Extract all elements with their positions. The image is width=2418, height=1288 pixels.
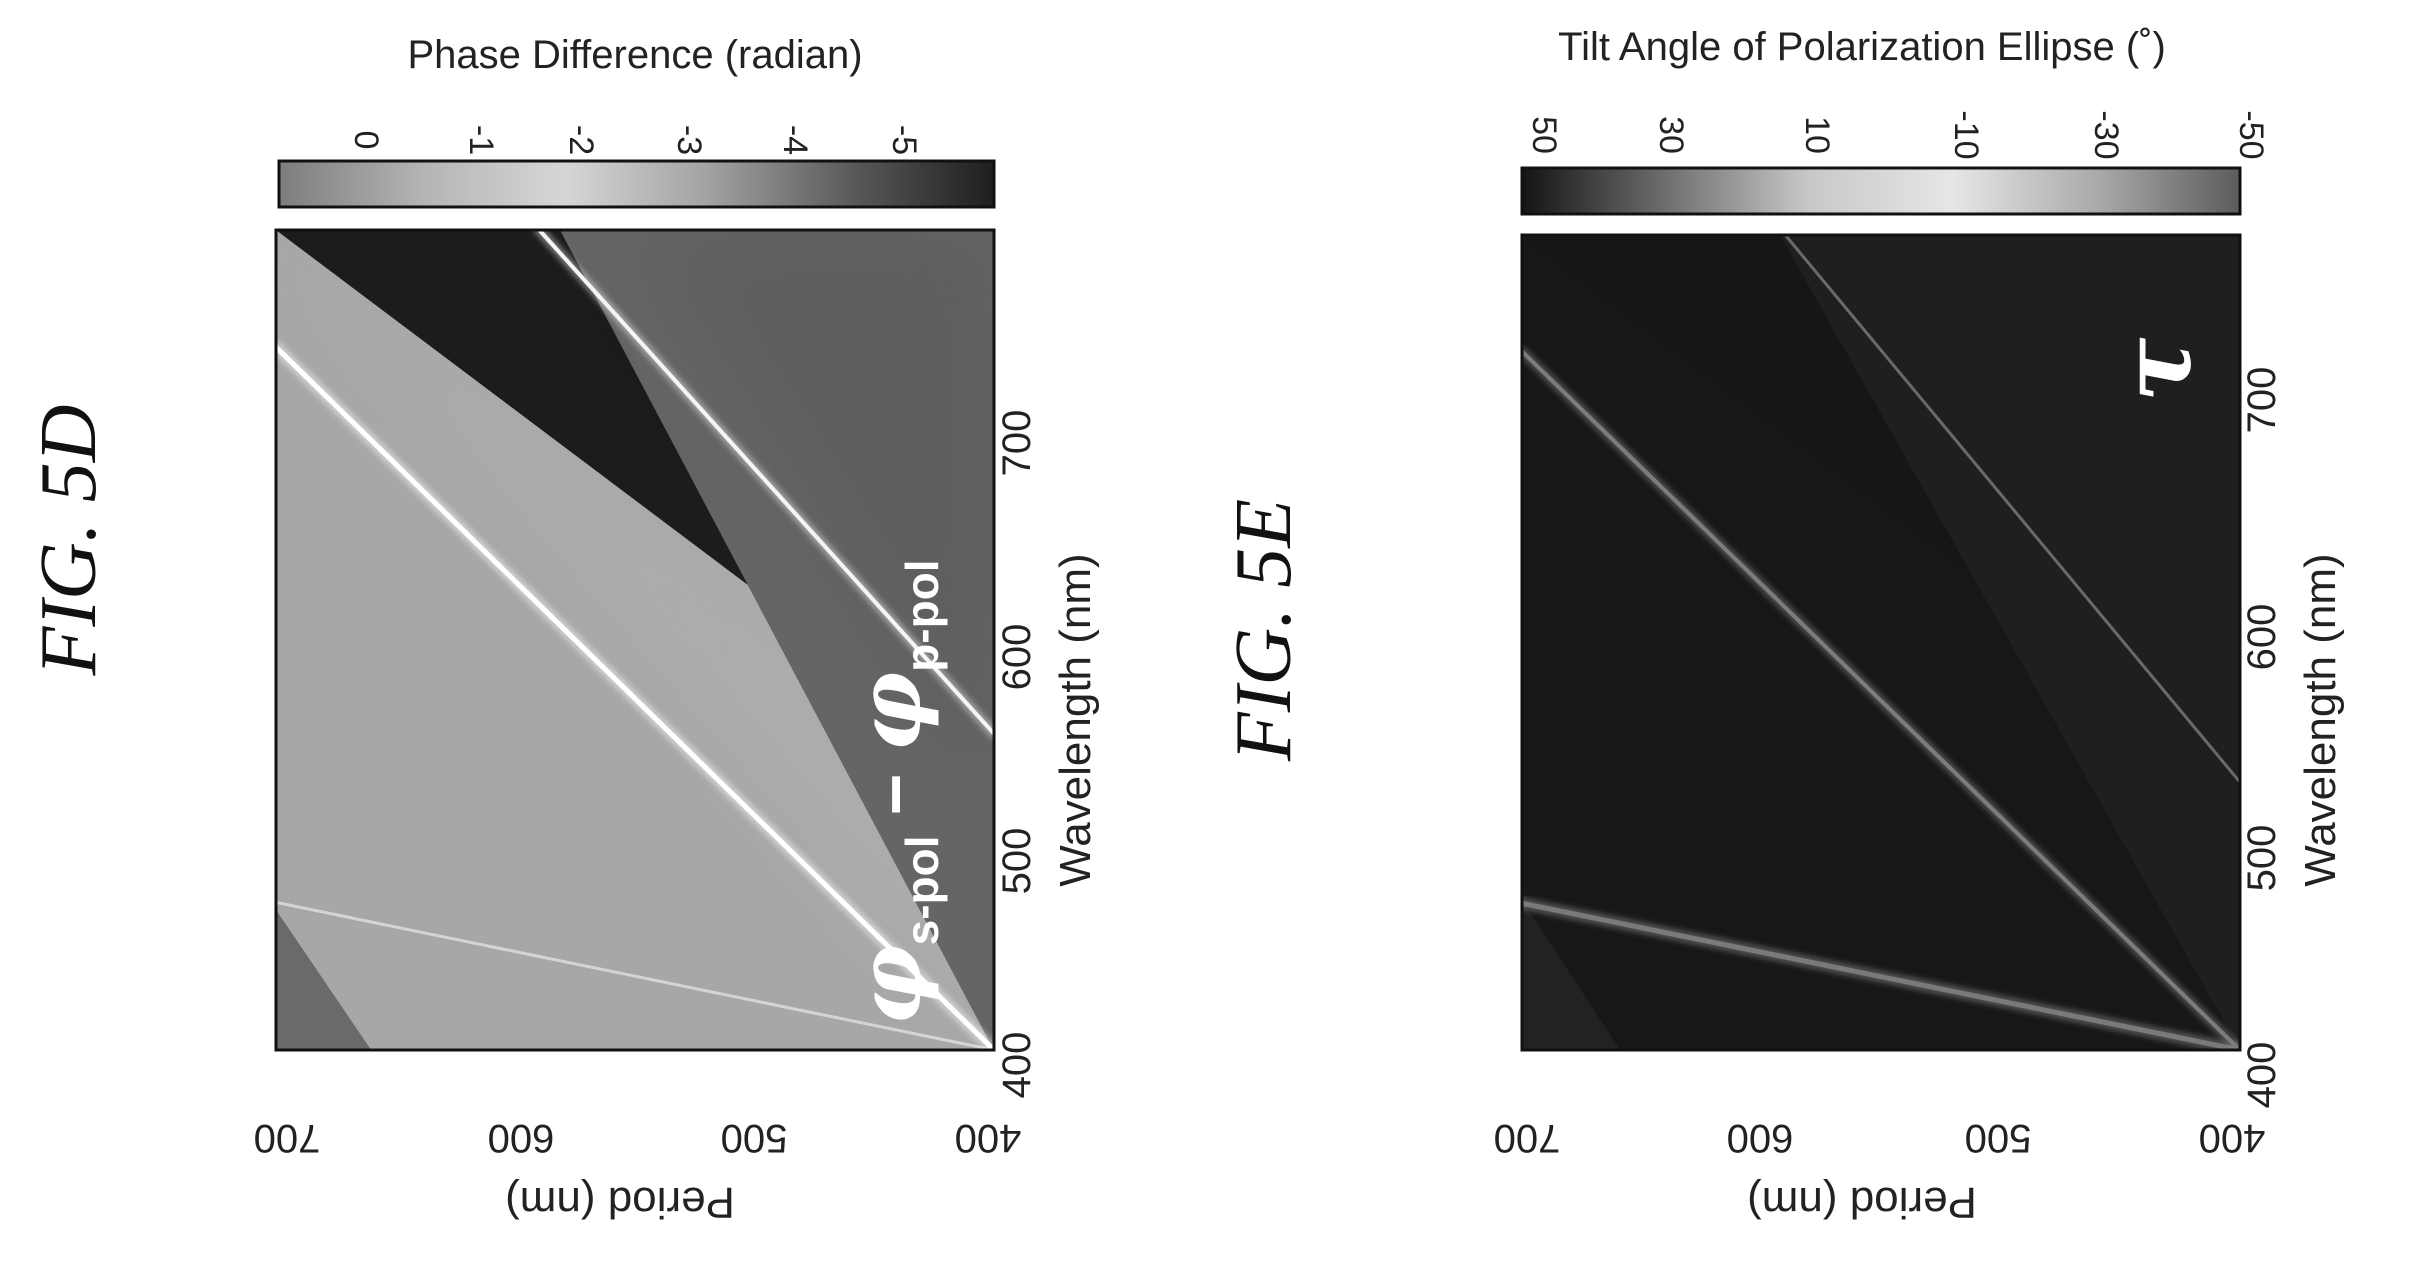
fig-5e-label: FIG. 5E [1220,499,1308,762]
anomaly-line-5d-middle [276,344,994,1050]
y-tick-5e-600: 600 [1727,1116,1794,1160]
x-tick-5d-700: 700 [995,410,1039,477]
colorbar-5d-tick-4: -4 [776,125,814,155]
annotation-5d-sub-1: s-pol [896,835,948,945]
annotation-5d-minus: − [856,773,936,815]
x-tick-5d-500: 500 [995,828,1039,895]
x-tick-5d-400: 400 [995,1032,1039,1099]
x-tick-5e-700: 700 [2240,367,2284,434]
colorbar-5e [1520,166,2242,216]
colorbar-5e-tick-5: -50 [2232,110,2270,159]
heatmap-5e [1522,235,2240,1050]
plot-frame-5e [1520,233,2242,1052]
colorbar-5d-ticks: 0 -1 -2 -3 -4 -5 [347,125,923,155]
colorbar-5d-tick-2: -2 [562,125,600,155]
colorbar-5d-tick-1: -1 [462,125,500,155]
annotation-5e-tau: τ [2100,337,2213,402]
fig-5e: FIG. 5E Tilt Angle of Polarization Ellip… [1220,25,2345,1227]
x-tick-5d-600: 600 [995,624,1039,691]
y-axis-5e: 400 500 600 700 Period (nm) [1494,1116,2266,1227]
colorbar-5d-tick-0: 0 [347,131,385,150]
x-axis-5d: 400 500 600 700 Wavelength (nm) [995,410,1100,1099]
annotation-5d: φs-pol−φp-pol [837,559,948,1025]
x-axis-label-5d: Wavelength (nm) [1051,553,1100,886]
y-tick-5d-400: 400 [955,1116,1022,1160]
anomaly-line-5e-upper [1783,235,2240,784]
plot-frame-5d [274,228,996,1052]
fig-5d: FIG. 5D Phase Difference (radian) 0 -1 -… [25,33,1100,1227]
y-axis-label-5d: Period (nm) [505,1178,735,1227]
fig-5d-label: FIG. 5D [25,404,113,676]
y-tick-5d-700: 700 [254,1116,321,1160]
colorbar-5d [277,159,996,209]
colorbar-5d-tick-3: -3 [670,125,708,155]
y-axis-5d: 400 500 600 700 Period (nm) [254,1116,1022,1227]
anomaly-lines-5d [276,230,994,1050]
x-axis-5e: 400 500 600 700 Wavelength (nm) [2240,367,2345,1109]
colorbar-5d-title: Phase Difference (radian) [407,33,862,77]
heatmap-5d [276,230,994,1050]
anomaly-lines-5e [1522,235,2240,1050]
colorbar-5e-ticks: 50 30 10 -10 -30 -50 [1525,110,2270,159]
x-tick-5e-600: 600 [2240,604,2284,671]
annotation-5d-phi-1: φ [837,945,941,1025]
svg-text:φs-pol−φp-pol: φs-pol−φp-pol [837,559,948,1025]
annotation-5d-phi-2: φ [837,672,941,752]
anomaly-line-5e-lower [1522,900,2240,1050]
anomaly-line-5d-lower [276,900,994,1050]
colorbar-5d-tick-5: -5 [885,125,923,155]
colorbar-5e-tick-0: 50 [1525,116,1563,154]
colorbar-5e-tick-3: -10 [1947,110,1985,159]
anomaly-line-5e-middle [1522,349,2240,1050]
region-5d-dark-band [276,230,994,1050]
colorbar-5e-tick-1: 30 [1652,116,1690,154]
y-tick-5e-400: 400 [2199,1116,2266,1160]
y-axis-label-5e: Period (nm) [1747,1178,1977,1227]
y-tick-5d-500: 500 [721,1116,788,1160]
x-axis-label-5e: Wavelength (nm) [2296,553,2345,886]
y-tick-5e-500: 500 [1965,1116,2032,1160]
anomaly-line-5d-upper [537,230,994,736]
colorbar-5e-tick-4: -30 [2087,110,2125,159]
x-tick-5e-400: 400 [2240,1042,2284,1109]
colorbar-5e-tick-2: 10 [1798,116,1836,154]
x-tick-5e-500: 500 [2240,825,2284,892]
y-tick-5d-600: 600 [488,1116,555,1160]
colorbar-5e-title: Tilt Angle of Polarization Ellipse (˚) [1558,25,2166,69]
annotation-5d-sub-2: p-pol [896,559,948,671]
y-tick-5e-700: 700 [1494,1116,1561,1160]
